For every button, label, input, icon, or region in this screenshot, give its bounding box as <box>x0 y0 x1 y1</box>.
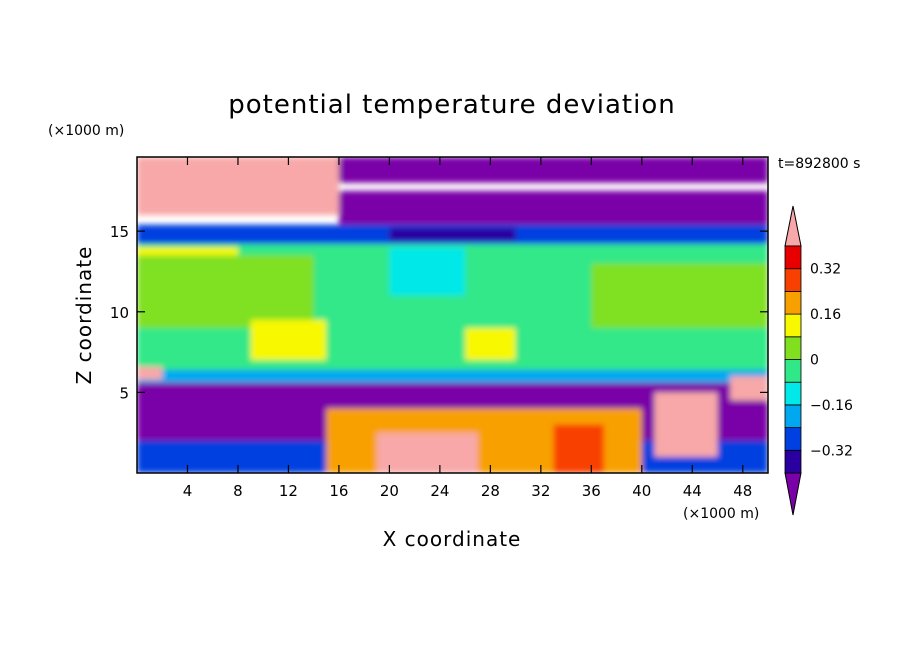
field-region-10 <box>465 327 516 361</box>
x-axis-label: X coordinate <box>383 527 522 551</box>
field-region-1 <box>137 157 339 216</box>
colorbar-label: −0.32 <box>810 443 853 459</box>
chart-title: potential temperature deviation <box>228 90 675 120</box>
colorbar: 0.32 0.16 0 −0.16 −0.32 <box>784 205 853 516</box>
colorbar-label: −0.16 <box>810 398 853 414</box>
time-label: t=892800 s <box>778 156 860 172</box>
x-tick-label: 48 <box>733 482 752 500</box>
field-region-11 <box>591 263 768 328</box>
x-tick-label: 32 <box>531 482 550 500</box>
x-tick-label: 8 <box>233 482 243 500</box>
colorbar-label: 0.16 <box>810 307 841 323</box>
colorbar-box <box>784 245 802 270</box>
colorbar-box <box>784 427 802 451</box>
colorbar-box <box>784 381 802 406</box>
colorbar-box <box>784 313 802 338</box>
x-tick-label: 12 <box>279 482 298 500</box>
y-tick-label: 10 <box>110 304 129 322</box>
field-region-7 <box>137 255 314 328</box>
y-axis-label: Z coordinate <box>72 246 96 385</box>
colorbar-label: 0 <box>810 353 819 369</box>
field-region-19 <box>730 376 768 401</box>
plot-frame <box>136 156 769 474</box>
colorbar-arrow-min <box>784 472 802 516</box>
field-region-12 <box>137 369 768 383</box>
colorbar-box <box>784 336 802 360</box>
x-tick-label: 16 <box>329 482 348 500</box>
x-axis-unit: (×1000 m) <box>683 506 759 522</box>
colorbar-box <box>784 290 802 315</box>
colorbar-label: 0.32 <box>810 262 841 278</box>
field-region-20 <box>137 366 163 380</box>
y-axis-unit: (×1000 m) <box>48 123 124 139</box>
x-tick-label: 28 <box>481 482 500 500</box>
y-axis-ticks: 5 10 15 <box>110 223 768 402</box>
colorbar-box <box>784 359 802 383</box>
colorbar-box <box>784 449 802 474</box>
x-tick-label: 36 <box>582 482 601 500</box>
x-tick-label: 20 <box>380 482 399 500</box>
x-tick-label: 40 <box>632 482 651 500</box>
y-tick-label: 15 <box>110 223 129 241</box>
field-region-2 <box>338 190 768 225</box>
colorbar-arrow-max <box>784 205 802 247</box>
field-region-16 <box>376 432 478 473</box>
heatmap-field <box>137 157 768 473</box>
field-region-4 <box>389 227 516 241</box>
field-region-17 <box>553 424 604 473</box>
x-tick-label: 4 <box>183 482 193 500</box>
y-tick-label: 5 <box>119 384 129 402</box>
field-region-18 <box>654 392 718 457</box>
x-axis-ticks: 4 8 12 16 20 24 28 32 36 40 44 48 <box>183 157 752 500</box>
field-region-8 <box>250 319 327 361</box>
x-tick-label: 44 <box>683 482 702 500</box>
colorbar-box <box>784 268 802 292</box>
field-region-9 <box>389 247 466 296</box>
colorbar-box <box>784 404 802 428</box>
x-tick-label: 24 <box>430 482 449 500</box>
